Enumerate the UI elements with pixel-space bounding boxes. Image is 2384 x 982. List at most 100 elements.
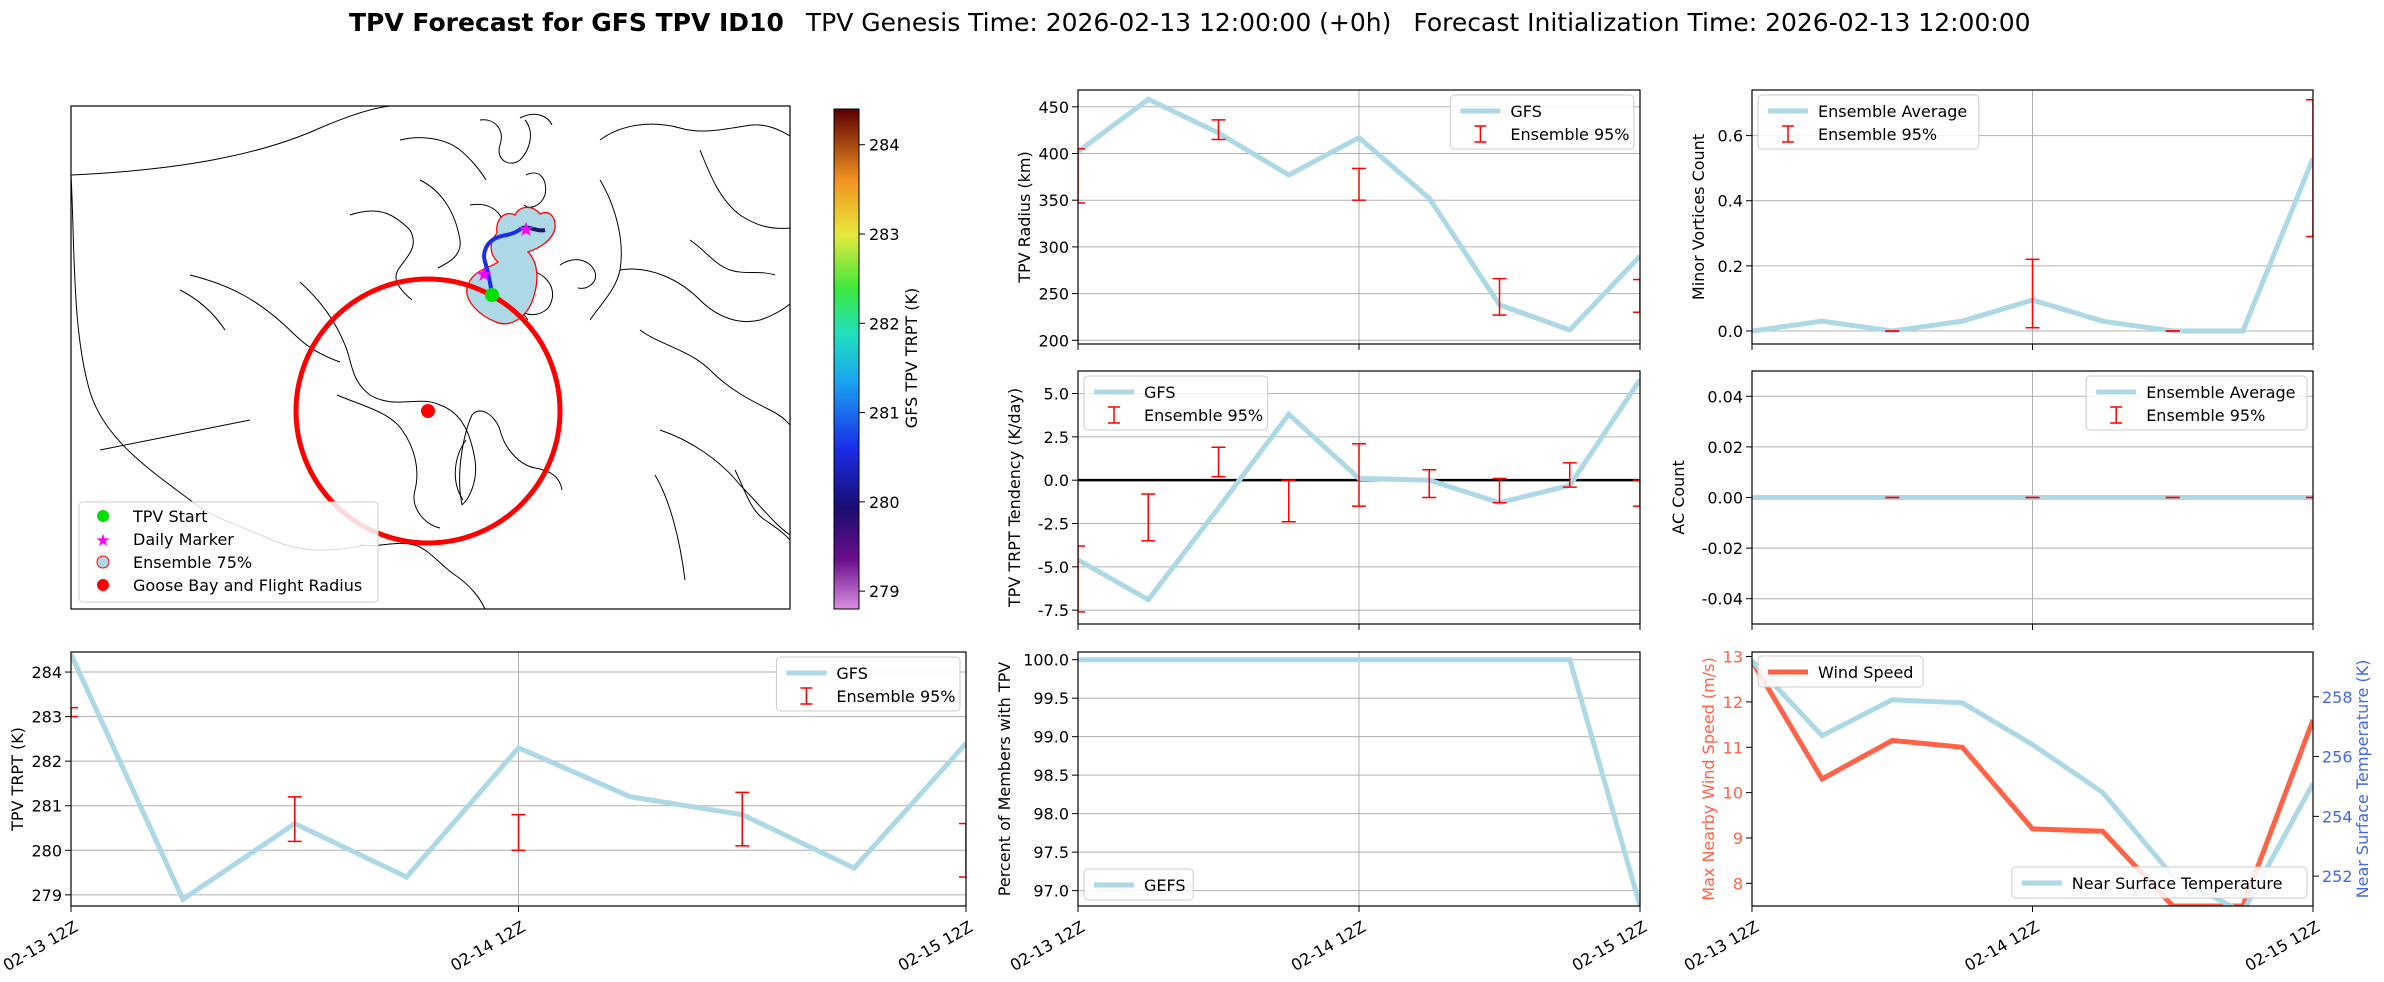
- legend-tpv-start-icon: [97, 510, 109, 522]
- y-tick-label: 283: [31, 708, 62, 727]
- y-tick-label: 250: [1038, 285, 1069, 304]
- y-tick-label: -0.02: [1702, 539, 1743, 558]
- ensemble-error-bar: [1281, 479, 1296, 523]
- ensemble-error-bar: [1211, 446, 1226, 478]
- tpv-track: [482, 226, 524, 295]
- y-axis-label: TPV TRPT (K): [8, 727, 27, 832]
- legend-label: Ensemble 95%: [1144, 406, 1263, 425]
- y-tick-label: 5.0: [1044, 385, 1069, 404]
- chart-legend: GFS Ensemble 95%: [1083, 375, 1269, 431]
- y-tick-label: 0.0: [1044, 471, 1069, 490]
- ensemble-error-bar: [1141, 493, 1156, 542]
- chart-trpt-tendency: -7.5 -5.0 -2.5 0.0 2.5 5.0 TPV TRPT Tendency (…: [1005, 370, 1641, 630]
- y-tick-label: -5.0: [1038, 558, 1069, 577]
- y-tick-label: 0.6: [1718, 127, 1743, 146]
- series-line-gefs: [1078, 657, 1640, 906]
- x-tick-label: 02-15 12Z: [2242, 917, 2323, 975]
- chart-minor-vortices: 0.0 0.2 0.4 0.6 Minor Vortices Count Ensemble…: [1689, 89, 2314, 350]
- y-tick-label: 99.0: [1033, 728, 1069, 747]
- ensemble-error-bar: [1352, 167, 1366, 201]
- colorbar-label: GFS TPV TRPT (K): [902, 288, 921, 428]
- legend-label: Ensemble Average: [1818, 102, 1967, 121]
- ensemble-error-bar: [1633, 479, 1640, 507]
- title-init: Forecast Initialization Time: 2026-02-13…: [1413, 8, 2030, 37]
- colorbar: 284 283 282 281 280 279 GFS TPV TRPT (K): [833, 108, 921, 610]
- y-tick-label: 0.00: [1707, 489, 1743, 508]
- x-tick-label: 02-14 12Z: [1961, 917, 2042, 975]
- y-tick-label: 13: [1723, 648, 1743, 667]
- legend-label: Ensemble 95%: [1818, 125, 1937, 144]
- legend-label: GEFS: [1144, 876, 1186, 895]
- x-tick-label: 02-15 12Z: [895, 917, 976, 975]
- ensemble-error-bar: [71, 706, 78, 718]
- y-tick-label: 400: [1038, 145, 1069, 164]
- ensemble-error-bar: [511, 813, 526, 852]
- y-axis-label: TPV Radius (km): [1015, 151, 1034, 284]
- ensemble-error-bar: [1562, 462, 1577, 488]
- legend-ensemble-75: Ensemble 75%: [133, 553, 252, 572]
- x-tick-label: 02-14 12Z: [447, 917, 528, 975]
- legend-label: Ensemble 95%: [1510, 125, 1629, 144]
- y-axis-label: TPV TRPT Tendency (K/day): [1005, 388, 1024, 608]
- title-bold: TPV Forecast for GFS TPV ID10: [349, 8, 784, 37]
- ensemble-error-bar: [1492, 277, 1507, 316]
- legend-label: GFS: [836, 664, 867, 683]
- ensemble-error-bar: [735, 791, 750, 847]
- chart-legend: GEFS: [1083, 868, 1194, 901]
- y-tick-label: -2.5: [1038, 514, 1069, 533]
- ensemble-error-bar: [1078, 545, 1085, 613]
- plot-area: [1078, 652, 1640, 906]
- y-tick-label: 11: [1723, 738, 1743, 757]
- y-axis-label: Max Nearby Wind Speed (m/s): [1699, 657, 1718, 900]
- y-tick-label: 279: [31, 886, 62, 905]
- x-tick-label: 02-13 12Z: [1007, 917, 1088, 975]
- legend-label: GFS: [1510, 102, 1541, 121]
- legend-tpv-start: TPV Start: [132, 507, 208, 526]
- y-tick-label: 97.5: [1033, 843, 1069, 862]
- y-tick-label: 9: [1733, 829, 1743, 848]
- x-tick-label: 02-13 12Z: [1681, 917, 1762, 975]
- y-axis-label: Minor Vortices Count: [1689, 134, 1708, 300]
- ensemble-error-bar: [2025, 258, 2040, 329]
- chart-legend: Ensemble Average Ensemble 95%: [2085, 375, 2308, 431]
- colorbar-tick-label: 280: [869, 493, 900, 512]
- map-overlays: ★ ★: [293, 206, 563, 546]
- chart-tpv-trpt: 279 280 281 282 283 284 TPV TRPT (K) 02-13 12Z 0…: [0, 651, 976, 975]
- y-tick-label: 98.0: [1033, 805, 1069, 824]
- ensemble-error-bar: [1352, 443, 1366, 507]
- chart-tpv-radius: 200 250 300 350 400 450 TPV Radius (km) GFS Ense…: [1015, 89, 1641, 350]
- legend-label: Wind Speed: [1818, 663, 1913, 682]
- y-tick-label: 284: [31, 663, 62, 682]
- plot-area: [1078, 371, 1640, 624]
- legend-goose-bay: Goose Bay and Flight Radius: [133, 576, 362, 595]
- map-legend: TPV Start ★ Daily Marker Ensemble 75% Go…: [78, 501, 379, 603]
- y-tick-label: 0.04: [1707, 387, 1743, 406]
- y-right-tick-label: 258: [2322, 688, 2353, 707]
- colorbar-ticks: 284 283 282 281 280 279: [859, 136, 900, 601]
- y-axis-label: AC Count: [1669, 460, 1688, 534]
- map-panel: ★ ★ TPV Start ★ Daily Marker Ensemble 75…: [70, 105, 921, 610]
- series-line-gfs: [71, 653, 966, 904]
- y-tick-label: 0.2: [1718, 257, 1743, 276]
- y-tick-label: -7.5: [1038, 601, 1069, 620]
- ensemble-error-bar: [959, 822, 966, 878]
- chart-legend: GFS Ensemble 95%: [1449, 94, 1635, 150]
- y-tick-label: 350: [1038, 191, 1069, 210]
- daily-marker-2: ★: [517, 217, 535, 241]
- daily-marker-1: ★: [475, 262, 493, 286]
- legend-frame: [1083, 868, 1194, 901]
- ensemble-error-bar: [2306, 99, 2313, 238]
- colorbar-tick-label: 284: [869, 136, 900, 155]
- chart-legend: Near Surface Temperature: [2011, 866, 2308, 899]
- legend-goose-bay-icon: [97, 579, 109, 591]
- colorbar-tick-label: 279: [869, 582, 900, 601]
- y-tick-label: 0.4: [1718, 192, 1743, 211]
- legend-label: Ensemble Average: [2146, 383, 2295, 402]
- tpv-track-tail: [521, 225, 546, 233]
- legend-daily-marker: Daily Marker: [133, 530, 234, 549]
- plot-area: [1078, 90, 1640, 344]
- colorbar-tick-label: 281: [869, 404, 900, 423]
